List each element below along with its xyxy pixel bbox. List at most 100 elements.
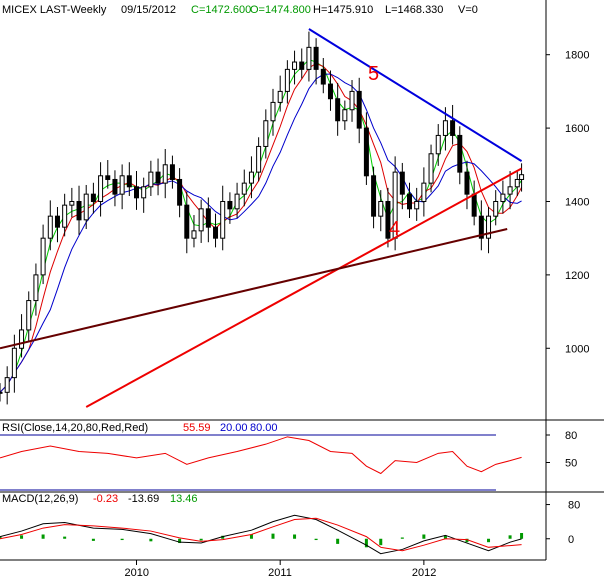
price-bar-body <box>399 171 405 195</box>
date-label: 09/15/2012 <box>121 4 176 16</box>
price-bar-body <box>442 120 448 136</box>
price-bar-body <box>69 200 75 206</box>
close-value: C=1472.600 <box>191 4 251 16</box>
price-bar-body <box>227 200 233 210</box>
trendline-5-label: 5 <box>368 63 379 85</box>
price-bar-body <box>519 174 525 180</box>
price-bar-body <box>414 200 420 210</box>
price-bar-body <box>320 68 326 85</box>
price-bar-body <box>76 200 82 221</box>
price-bar-body <box>493 200 499 217</box>
price-bar-body <box>421 182 427 202</box>
price-bar-body <box>514 178 520 188</box>
price-bar-body <box>148 171 154 188</box>
price-bar-body <box>213 226 219 239</box>
price-bar-body <box>371 175 377 217</box>
macd-value: -0.23 <box>93 493 118 505</box>
price-bar-body <box>241 182 247 195</box>
rsi-tick-label: 50 <box>565 458 577 470</box>
high-value: H=1475.910 <box>313 4 373 16</box>
rsi-tick-label: 80 <box>565 430 577 442</box>
price-bar-body <box>90 193 96 202</box>
price-bar-body <box>177 178 183 206</box>
price-bar-body <box>284 68 290 92</box>
price-bar-body <box>327 83 333 100</box>
price-bar-body <box>11 347 17 379</box>
macd-hist-value: 13.46 <box>170 493 198 505</box>
price-bar-body <box>263 120 269 147</box>
macd-panel <box>0 514 524 555</box>
price-bar-body <box>0 391 3 394</box>
price-bar-body <box>277 90 283 103</box>
price-bar-body <box>428 153 434 184</box>
rsi-line <box>0 436 522 475</box>
price-tick-label: 1800 <box>565 50 589 62</box>
x-tick-label: 2010 <box>125 567 149 579</box>
support-line <box>0 228 508 350</box>
price-bar-body <box>349 90 355 111</box>
x-tick-label: 2011 <box>268 567 292 579</box>
price-bar-body <box>464 171 470 195</box>
price-tick-label: 1400 <box>565 196 589 208</box>
price-bar-body <box>306 46 312 70</box>
price-bar-body <box>292 61 298 70</box>
price-tick-label: 1200 <box>565 270 589 282</box>
ma-fast-line <box>0 59 522 393</box>
price-bar-body <box>256 145 262 173</box>
trendline-4-label: 4 <box>389 218 400 240</box>
price-panel <box>0 28 525 408</box>
price-bar-body <box>54 215 60 228</box>
price-bar-body <box>342 109 348 122</box>
price-bar-body <box>47 215 53 239</box>
price-bar-body <box>299 61 305 70</box>
price-bar-body <box>112 178 118 195</box>
price-bar-body <box>220 200 226 239</box>
price-bar-body <box>363 127 369 177</box>
price-bar-body <box>507 186 513 195</box>
price-bar-body <box>450 120 456 136</box>
price-bar-body <box>134 186 139 199</box>
price-bar-body <box>270 101 276 122</box>
price-bar-body <box>478 215 484 239</box>
price-bar-body <box>4 377 10 393</box>
price-bar-body <box>435 134 441 155</box>
price-tick-label: 1000 <box>565 343 589 355</box>
price-bar-body <box>184 204 190 239</box>
price-bar-body <box>385 200 391 239</box>
price-bar-body <box>33 274 39 302</box>
price-bar-body <box>356 90 362 129</box>
open-value: O=1474.800 <box>250 4 311 16</box>
macd-signal-line <box>0 517 522 552</box>
price-bar-body <box>198 208 204 232</box>
price-bar-body <box>162 164 168 184</box>
macd-tick-label: 80 <box>568 500 580 512</box>
price-bar-body <box>40 237 46 276</box>
price-bar-body <box>313 46 319 70</box>
price-tick-label: 1600 <box>565 123 589 135</box>
macd-signal-value: -13.69 <box>128 493 159 505</box>
axis-labels: 1000 1200 1400 1600 1800 50 80 0 80 2010 2011 2012 <box>125 50 590 579</box>
trendline-4 <box>85 167 523 408</box>
price-bar-body <box>105 175 111 180</box>
price-bar-body <box>335 98 341 122</box>
price-bar-body <box>83 193 89 221</box>
symbol-label: MICEX LAST-Weekly <box>2 4 107 16</box>
price-bar-body <box>378 200 384 217</box>
price-bar-body <box>26 300 32 331</box>
price-bar-body <box>248 171 254 184</box>
price-bar-body <box>486 215 492 239</box>
price-bar-body <box>407 193 412 210</box>
volume-value: V=0 <box>458 4 478 16</box>
macd-line <box>0 514 522 555</box>
rsi-label: RSI(Close,14,20,80,Red,Red) <box>2 422 148 434</box>
price-bar-body <box>155 171 161 184</box>
ma-slow-line <box>0 73 522 393</box>
price-bar-body <box>62 204 68 228</box>
price-bar-body <box>234 193 240 210</box>
price-bar-body <box>457 134 463 173</box>
macd-tick-label: 0 <box>568 534 574 546</box>
macd-label: MACD(12,26,9) <box>2 493 78 505</box>
price-bar-body <box>169 164 175 180</box>
